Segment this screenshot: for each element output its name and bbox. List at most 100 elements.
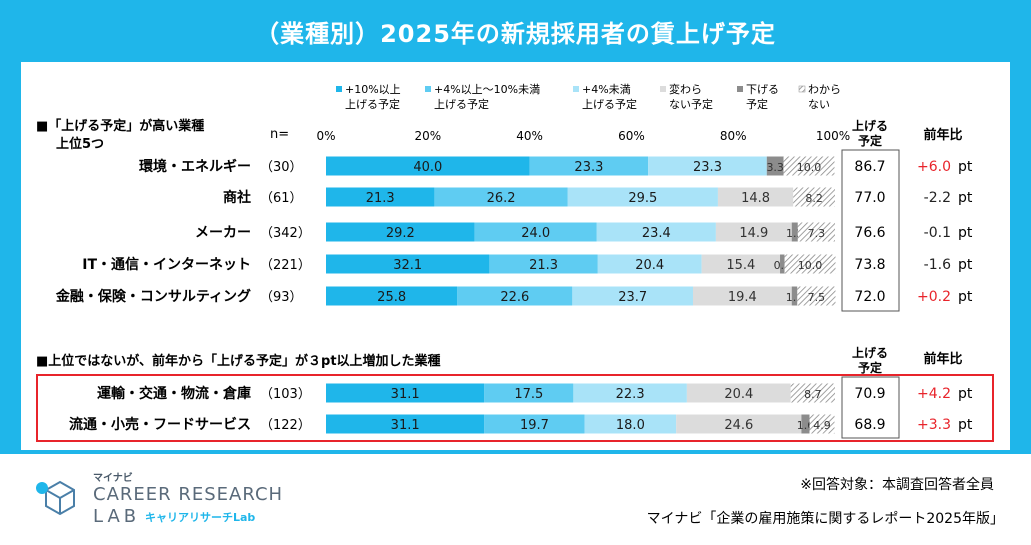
legend-label-0b: 上げる予定 xyxy=(345,97,400,111)
yoy-value: -2.2 xyxy=(924,190,951,206)
logo-sub: キャリアリサーチLab xyxy=(145,511,255,524)
category-label: 金融・保険・コンサルティング xyxy=(55,288,251,305)
section1-heading: ■「上げる予定」が高い業種 xyxy=(36,118,204,134)
n-value: （93） xyxy=(260,290,303,305)
yoy-unit: pt xyxy=(958,190,973,206)
x-tick-5: 100% xyxy=(816,129,850,143)
legend-swatch-0 xyxy=(336,86,342,92)
category-label: 環境・エネルギー xyxy=(139,158,251,175)
yoy-value: -1.6 xyxy=(924,257,951,273)
cube-logo-icon xyxy=(36,480,75,516)
bar-segment xyxy=(766,156,784,176)
yoy-unit: pt xyxy=(958,257,973,273)
bar-segment xyxy=(434,187,568,207)
data-label: 23.3 xyxy=(693,160,722,175)
logo: マイナビ CAREER RESEARCH LAB キャリアリサーチLab xyxy=(36,471,282,527)
yoy-value: -0.1 xyxy=(924,225,951,241)
data-label: 8.7 xyxy=(804,388,822,401)
raise-total: 70.9 xyxy=(854,386,885,402)
legend-label-3a: 変わら xyxy=(669,82,702,96)
bar-area: 環境・エネルギー （30） 40.0 23.3 23.3 3.3 10.0 86.7 +6.0 p… xyxy=(55,156,973,434)
bar-segment xyxy=(326,383,485,403)
data-label: 25.8 xyxy=(377,290,406,305)
bar-segment xyxy=(326,286,458,306)
data-label: 23.4 xyxy=(642,226,671,241)
logo-top: マイナビ xyxy=(93,471,133,484)
legend-label-2b: 上げる予定 xyxy=(582,97,637,111)
data-label: 26.2 xyxy=(487,191,516,206)
raise-total: 68.9 xyxy=(854,417,885,433)
bar-segment xyxy=(801,414,810,434)
data-label: 40.0 xyxy=(413,160,442,175)
n-value: （61） xyxy=(260,191,303,206)
frame-bottom xyxy=(0,450,1031,454)
yoy-header-1: 前年比 xyxy=(923,127,962,143)
yoy-value: +6.0 xyxy=(917,159,951,175)
category-label: IT・通信・インターネット xyxy=(82,256,251,273)
data-label: 20.4 xyxy=(724,387,753,402)
bar-segment xyxy=(717,187,794,207)
legend-label-0a: +10%以上 xyxy=(345,83,401,96)
category-label: 流通・小売・フードサービス xyxy=(69,416,251,433)
bar-segment xyxy=(573,383,687,403)
x-tick-4: 80% xyxy=(720,129,747,143)
bar-segment xyxy=(791,222,798,242)
data-label: 17.5 xyxy=(514,387,543,402)
data-label: 31.1 xyxy=(391,418,420,433)
x-tick-3: 60% xyxy=(618,129,645,143)
bar-segment xyxy=(326,254,490,274)
bar-segment xyxy=(686,383,791,403)
data-label: 29.5 xyxy=(628,191,657,206)
category-label: メーカー xyxy=(195,225,251,241)
bar-segment xyxy=(529,156,649,176)
bar-segment xyxy=(790,383,835,403)
data-label: 21.3 xyxy=(366,191,395,206)
bar-segment xyxy=(809,414,835,434)
raise-box-1 xyxy=(841,149,900,312)
logo-line2: LAB xyxy=(93,506,140,527)
bar-segment xyxy=(784,254,836,274)
raise-header-1b: 予定 xyxy=(858,133,882,148)
yoy-unit: pt xyxy=(958,159,973,175)
raise-total: 76.6 xyxy=(854,225,885,241)
bar-segment xyxy=(676,414,802,434)
n-value: （103） xyxy=(260,387,311,402)
bar-segment xyxy=(484,414,585,434)
footnote: ※回答対象：本調査回答者全員 xyxy=(800,476,994,493)
data-label: 22.3 xyxy=(616,387,645,402)
bar-segment xyxy=(326,156,530,176)
x-tick-1: 20% xyxy=(414,129,441,143)
legend: +10%以上 上げる予定 +4%以上～10%未満 上げる予定 +4%未満 上げる… xyxy=(336,82,841,111)
data-label: 19.7 xyxy=(520,418,549,433)
data-label: 29.2 xyxy=(386,226,415,241)
bar-segment xyxy=(596,222,716,242)
data-label: 7.3 xyxy=(808,227,826,240)
raise-total: 86.7 xyxy=(854,159,885,175)
yoy-unit: pt xyxy=(958,417,973,433)
yoy-header-2: 前年比 xyxy=(923,351,962,367)
raise-total: 73.8 xyxy=(854,257,885,273)
bar-segment xyxy=(326,222,475,242)
frame-right xyxy=(1010,62,1031,545)
bar-segment xyxy=(567,187,718,207)
n-value: （122） xyxy=(260,418,311,433)
legend-swatch-2 xyxy=(573,86,579,92)
chart-title: （業種別）2025年の新規採用者の賃上げ予定 xyxy=(255,19,776,48)
n-label: n= xyxy=(270,127,289,142)
legend-label-1b: 上げる予定 xyxy=(434,97,489,111)
bar-segment xyxy=(797,222,835,242)
legend-label-3b: ない予定 xyxy=(669,97,713,111)
bar-segment xyxy=(326,187,435,207)
yoy-unit: pt xyxy=(958,386,973,402)
section2-heading: ■上位ではないが、前年から「上げる予定」が３pt以上増加した業種 xyxy=(36,353,441,369)
data-label: 10.0 xyxy=(798,259,823,272)
raise-header-2b: 予定 xyxy=(858,360,882,375)
data-label: 8.2 xyxy=(805,192,823,205)
bar-segment xyxy=(783,156,835,176)
bar-segment xyxy=(797,286,836,306)
x-axis-ticks: 0% 20% 40% 60% 80% 100% xyxy=(316,129,850,143)
section1-heading-sub: 上位5つ xyxy=(56,136,104,152)
data-label: 21.3 xyxy=(529,258,558,273)
n-value: （30） xyxy=(260,160,303,175)
